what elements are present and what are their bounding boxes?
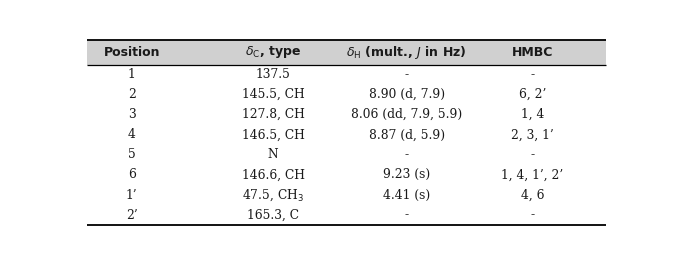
Text: -: - xyxy=(405,68,409,81)
Text: 1, 4, 1’, 2’: 1, 4, 1’, 2’ xyxy=(502,168,564,182)
Text: -: - xyxy=(531,68,535,81)
Text: 8.06 (dd, 7.9, 5.9): 8.06 (dd, 7.9, 5.9) xyxy=(351,108,462,121)
Text: 8.90 (d, 7.9): 8.90 (d, 7.9) xyxy=(368,88,445,101)
Text: -: - xyxy=(531,209,535,222)
Text: 8.87 (d, 5.9): 8.87 (d, 5.9) xyxy=(368,128,445,141)
Text: 146.6, CH: 146.6, CH xyxy=(241,168,305,182)
Text: -: - xyxy=(405,148,409,161)
Text: 4.41 (s): 4.41 (s) xyxy=(383,188,431,201)
Text: 4, 6: 4, 6 xyxy=(521,188,544,201)
Text: 2: 2 xyxy=(128,88,136,101)
Text: 6: 6 xyxy=(128,168,136,182)
Text: HMBC: HMBC xyxy=(512,46,553,58)
Text: 1’: 1’ xyxy=(126,188,137,201)
Text: $\delta_\mathrm{H}$ (mult., $J$ in Hz): $\delta_\mathrm{H}$ (mult., $J$ in Hz) xyxy=(346,43,467,61)
Text: 146.5, CH: 146.5, CH xyxy=(241,128,305,141)
Bar xyxy=(87,40,606,64)
Text: 165.3, C: 165.3, C xyxy=(247,209,299,222)
Text: 3: 3 xyxy=(128,108,135,121)
Text: 4: 4 xyxy=(128,128,136,141)
Text: 137.5: 137.5 xyxy=(256,68,291,81)
Text: Position: Position xyxy=(103,46,160,58)
Text: -: - xyxy=(405,209,409,222)
Text: 145.5, CH: 145.5, CH xyxy=(242,88,304,101)
Text: 1, 4: 1, 4 xyxy=(521,108,544,121)
Text: N: N xyxy=(268,148,279,161)
Text: 47.5, CH$_3$: 47.5, CH$_3$ xyxy=(242,187,304,203)
Text: -: - xyxy=(531,148,535,161)
Text: 1: 1 xyxy=(128,68,135,81)
Text: 9.23 (s): 9.23 (s) xyxy=(383,168,431,182)
Text: $\delta_\mathrm{C}$, type: $\delta_\mathrm{C}$, type xyxy=(245,44,301,60)
Text: 5: 5 xyxy=(128,148,135,161)
Text: 2’: 2’ xyxy=(126,209,137,222)
Text: 6, 2’: 6, 2’ xyxy=(518,88,546,101)
Text: 2, 3, 1’: 2, 3, 1’ xyxy=(511,128,554,141)
Text: 127.8, CH: 127.8, CH xyxy=(241,108,305,121)
